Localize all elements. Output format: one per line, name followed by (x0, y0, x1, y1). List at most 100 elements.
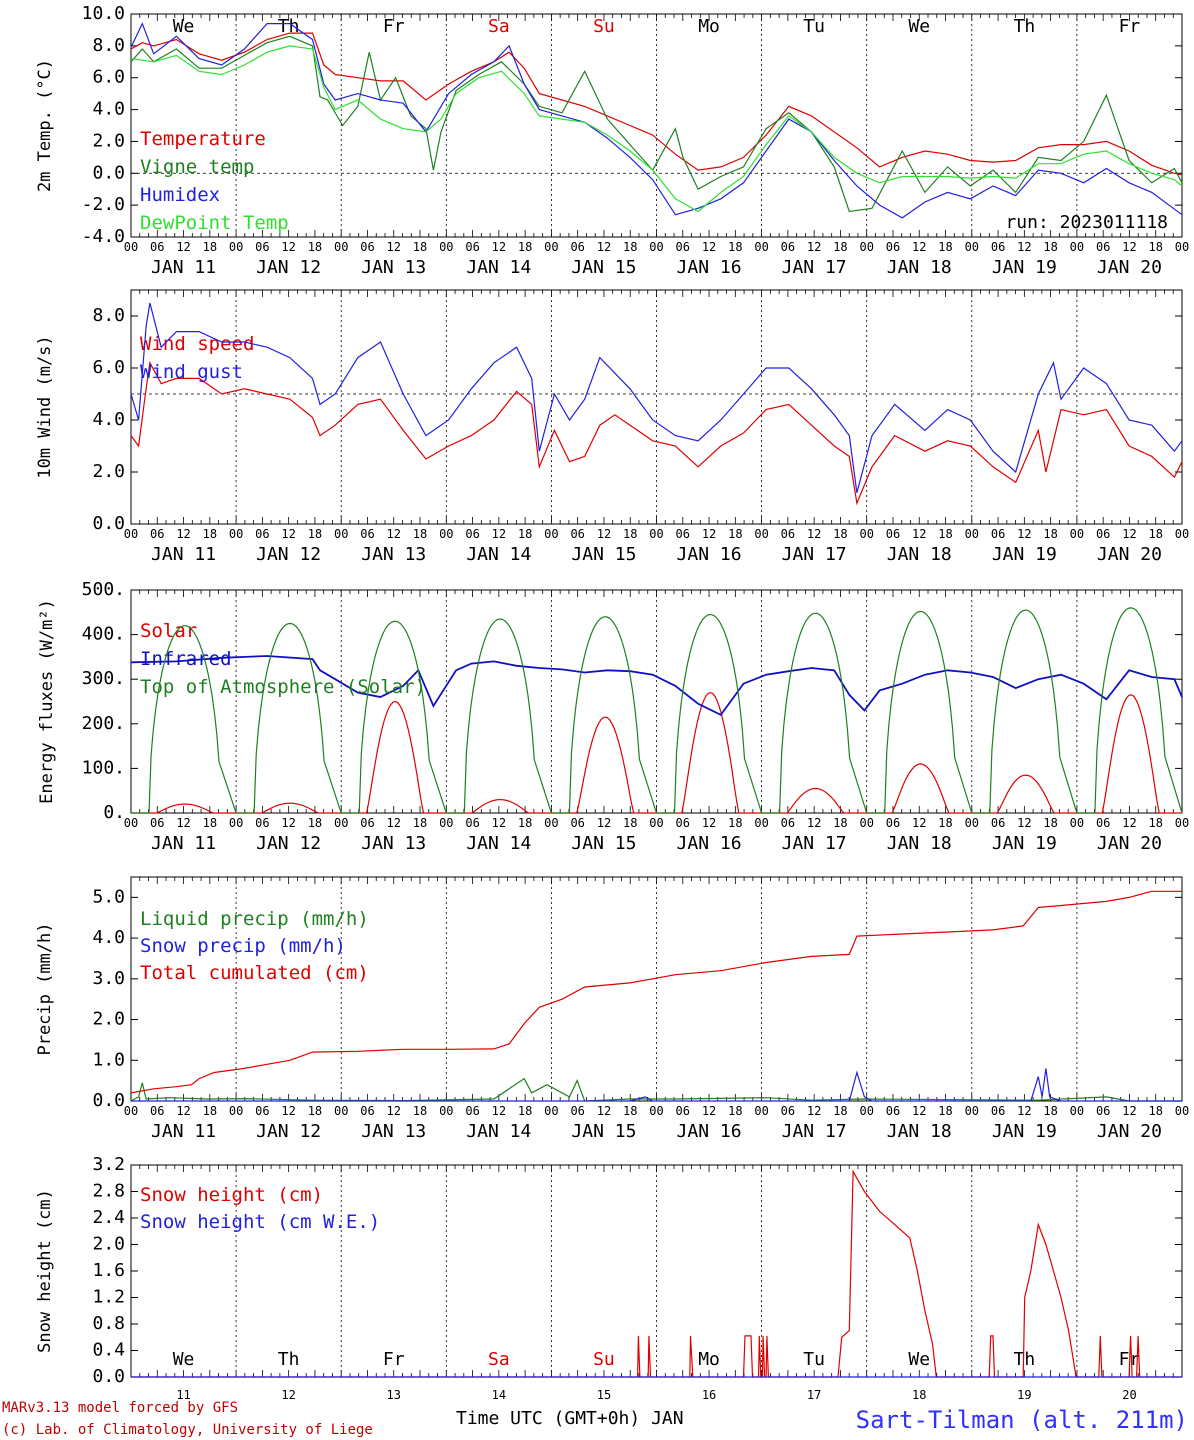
y-tick-label: 4.0 (92, 409, 125, 430)
y-tick-label: 1.6 (92, 1260, 125, 1281)
hour-tick-label: 06 (150, 816, 164, 830)
hour-tick-label: 06 (255, 816, 269, 830)
hour-tick-label: 06 (1096, 527, 1110, 541)
hour-tick-label: 06 (886, 240, 900, 254)
y-tick-label: 2.8 (92, 1181, 125, 1202)
hour-tick-label: 18 (1148, 816, 1162, 830)
y-axis-label: Energy fluxes (W/m²) (37, 599, 57, 804)
hour-tick-label: 18 (1148, 240, 1162, 254)
date-label: JAN 18 (887, 257, 952, 278)
hour-tick-label: 12 (492, 527, 506, 541)
series-line (130, 890, 1182, 1094)
y-tick-label: 3.0 (92, 968, 125, 989)
legend-entry: Liquid precip (mm/h) (140, 908, 369, 930)
hour-tick-label: 18 (938, 527, 952, 541)
date-label: JAN 20 (1097, 833, 1162, 854)
hour-tick-label: 18 (1148, 527, 1162, 541)
hour-tick-label: 12 (1122, 527, 1136, 541)
hour-tick-label: 18 (1043, 527, 1057, 541)
hour-tick-label: 00 (859, 527, 873, 541)
hour-tick-label: 06 (886, 527, 900, 541)
hour-tick-label: 00 (754, 1104, 768, 1118)
hour-tick-label: 06 (886, 1104, 900, 1118)
hour-tick-label: 00 (124, 527, 138, 541)
hour-tick-label: 06 (465, 527, 479, 541)
hour-tick-label: 18 (938, 1104, 952, 1118)
hour-tick-label: 00 (229, 1104, 243, 1118)
date-label: 11 (176, 1388, 190, 1402)
y-tick-label: -2.0 (82, 194, 125, 215)
series-line (130, 302, 1183, 493)
day-name: Su (593, 16, 615, 37)
hour-tick-label: 06 (781, 1104, 795, 1118)
time-axis-label: Time UTC (GMT+0h) JAN (456, 1408, 684, 1429)
hour-tick-label: 06 (781, 527, 795, 541)
date-label: JAN 17 (782, 1121, 847, 1142)
date-label: 13 (387, 1388, 401, 1402)
hour-tick-label: 06 (781, 816, 795, 830)
y-tick-label: 10.0 (82, 3, 125, 24)
hour-tick-label: 06 (991, 816, 1005, 830)
hour-tick-label: 00 (124, 1104, 138, 1118)
y-tick-label: 5.0 (92, 886, 125, 907)
date-label: 16 (702, 1388, 716, 1402)
date-label: JAN 16 (677, 544, 742, 565)
y-tick-label: 200. (82, 713, 125, 734)
hour-tick-label: 06 (1096, 816, 1110, 830)
hour-tick-label: 12 (387, 240, 401, 254)
day-name: We (908, 1349, 930, 1370)
series-line (130, 360, 1183, 506)
hour-tick-label: 18 (308, 240, 322, 254)
date-label: JAN 12 (256, 833, 321, 854)
hour-tick-label: 00 (439, 527, 453, 541)
date-label: JAN 20 (1097, 544, 1162, 565)
y-axis-label: 10m Wind (m/s) (35, 335, 55, 478)
date-label: JAN 18 (887, 544, 952, 565)
date-label: JAN 11 (151, 833, 216, 854)
hour-tick-label: 06 (150, 527, 164, 541)
hour-tick-label: 12 (912, 240, 926, 254)
hour-tick-label: 18 (203, 816, 217, 830)
hour-tick-label: 12 (912, 1104, 926, 1118)
hour-tick-label: 18 (833, 1104, 847, 1118)
date-label: JAN 13 (361, 257, 426, 278)
hour-tick-label: 18 (728, 240, 742, 254)
legend-entry: Wind speed (140, 333, 254, 355)
hour-tick-label: 06 (676, 240, 690, 254)
hour-tick-label: 18 (203, 1104, 217, 1118)
hour-tick-label: 12 (1122, 1104, 1136, 1118)
hour-tick-label: 00 (544, 240, 558, 254)
date-label: 20 (1122, 1388, 1136, 1402)
panel-3: 00 06 12 18 00 06 12 18 00 06 12 18 00 06 12 18 00 06 12 18… (37, 579, 1189, 854)
hour-tick-label: 18 (518, 1104, 532, 1118)
hour-tick-label: 18 (728, 816, 742, 830)
hour-tick-label: 06 (676, 1104, 690, 1118)
date-label: JAN 18 (887, 833, 952, 854)
hour-tick-label: 12 (597, 240, 611, 254)
site-label: Sart-Tilman (alt. 211m) (856, 1406, 1188, 1434)
hour-tick-label: 18 (728, 1104, 742, 1118)
hour-tick-label: 12 (281, 240, 295, 254)
y-tick-label: 2.0 (92, 1234, 125, 1255)
hour-tick-label: 06 (676, 527, 690, 541)
series-line (131, 1068, 1182, 1102)
hour-tick-label: 06 (255, 1104, 269, 1118)
date-label: JAN 11 (151, 544, 216, 565)
y-tick-label: 300. (82, 668, 125, 689)
hour-tick-label: 18 (833, 527, 847, 541)
date-label: JAN 15 (571, 833, 636, 854)
y-tick-label: 3.2 (92, 1154, 125, 1175)
date-label: JAN 20 (1097, 257, 1162, 278)
hour-tick-label: 00 (544, 816, 558, 830)
hour-tick-label: 12 (597, 527, 611, 541)
y-tick-label: -4.0 (82, 226, 125, 247)
hour-tick-label: 12 (176, 240, 190, 254)
day-name: We (173, 16, 195, 37)
legend-entry: Wind gust (140, 361, 243, 383)
hour-tick-label: 06 (991, 527, 1005, 541)
hour-tick-label: 06 (886, 816, 900, 830)
y-tick-label: 6.0 (92, 67, 125, 88)
series-line (130, 1077, 1182, 1102)
y-tick-label: 0.4 (92, 1340, 125, 1361)
